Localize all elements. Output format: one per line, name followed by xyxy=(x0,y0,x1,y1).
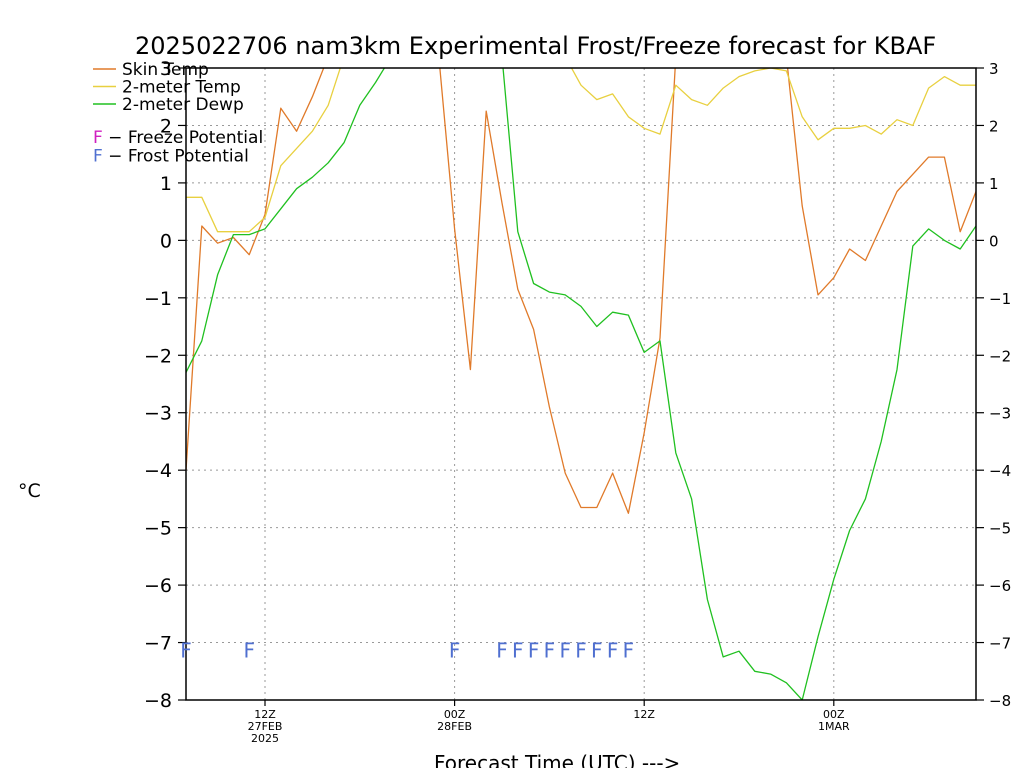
y-tick-label: −4 xyxy=(144,460,172,482)
frost-flag: F xyxy=(559,638,571,662)
frost-flag: F xyxy=(623,638,635,662)
series-line-skin-temp xyxy=(186,68,976,514)
frost-flag: F xyxy=(180,638,192,662)
x-tick-label: 00Z xyxy=(823,708,845,721)
frost-flag: F xyxy=(544,638,556,662)
y-tick-label-right: 0 xyxy=(989,232,999,250)
y-tick-label-right: −2 xyxy=(989,347,1011,365)
grid xyxy=(186,67,976,701)
y-tick-label: 0 xyxy=(160,230,172,252)
series-line-2-meter-temp xyxy=(186,68,976,233)
legend-label: Skin Temp xyxy=(122,60,209,80)
y-tick-label-right: 3 xyxy=(989,60,999,78)
legend-note-text: − Freeze Potential xyxy=(103,128,263,148)
legend-note: F − Freeze Potential xyxy=(93,128,263,148)
y-tick-label-right: −5 xyxy=(989,520,1011,538)
y-tick-label-right: 2 xyxy=(989,117,999,135)
frost-flag: F xyxy=(607,638,619,662)
x-tick-label: 28FEB xyxy=(437,720,472,733)
y-tick-label: −5 xyxy=(144,518,172,540)
y-tick-label-right: −1 xyxy=(989,290,1011,308)
frost-flag: F xyxy=(575,638,587,662)
frost-flag: F xyxy=(243,638,255,662)
y-tick-label: −6 xyxy=(144,575,172,597)
plot-frame xyxy=(185,67,977,701)
y-tick-label: 2 xyxy=(160,115,172,137)
series-line-2-meter-dewp xyxy=(186,68,976,700)
legend-label: 2-meter Dewp xyxy=(122,95,244,115)
x-tick-label: 12Z xyxy=(633,708,655,721)
y-tick-label: 1 xyxy=(160,173,172,195)
y-tick-label: −2 xyxy=(144,345,172,367)
x-tick-label: 27FEB xyxy=(248,720,283,733)
legend-label: 2-meter Temp xyxy=(122,78,241,98)
frost-flag: F xyxy=(496,638,508,662)
legend-note: F − Frost Potential xyxy=(93,147,249,167)
frost-flag: F xyxy=(512,638,524,662)
y-axis-ticks: −8 −8 −7 −7 −6 −6 −5 −5 −4 −4 −3 −3 −2 −2 −1 −1 0 0 1 1 2 2 3 3 xyxy=(144,58,1011,712)
y-tick-label: −3 xyxy=(144,403,172,425)
y-tick-label: −7 xyxy=(144,633,172,655)
frost-flag: F xyxy=(591,638,603,662)
y-axis-label: °C xyxy=(18,480,41,502)
series-group xyxy=(186,68,976,700)
y-tick-label-right: −8 xyxy=(989,692,1011,710)
chart-title: 2025022706 nam3km Experimental Frost/Fre… xyxy=(135,32,936,60)
y-tick-label-right: −6 xyxy=(989,577,1011,595)
frost-flag: F xyxy=(449,638,461,662)
y-tick-label-right: −3 xyxy=(989,405,1011,423)
x-axis-label: Forecast Time (UTC) ---> xyxy=(434,751,680,768)
x-tick-label: 2025 xyxy=(251,732,279,745)
frost-flag: F xyxy=(528,638,540,662)
y-tick-label-right: −4 xyxy=(989,462,1011,480)
x-tick-label: 1MAR xyxy=(818,720,850,733)
y-tick-label: −1 xyxy=(144,288,172,310)
y-tick-label: 3 xyxy=(160,58,172,80)
x-tick-label: 00Z xyxy=(444,708,466,721)
y-tick-label-right: −7 xyxy=(989,635,1011,653)
y-tick-label-right: 1 xyxy=(989,175,999,193)
legend-note-letter: F xyxy=(93,147,103,167)
x-tick-label: 12Z xyxy=(254,708,276,721)
y-tick-label: −8 xyxy=(144,690,172,712)
legend-note-letter: F xyxy=(93,128,103,148)
legend-note-text: − Frost Potential xyxy=(103,147,249,167)
